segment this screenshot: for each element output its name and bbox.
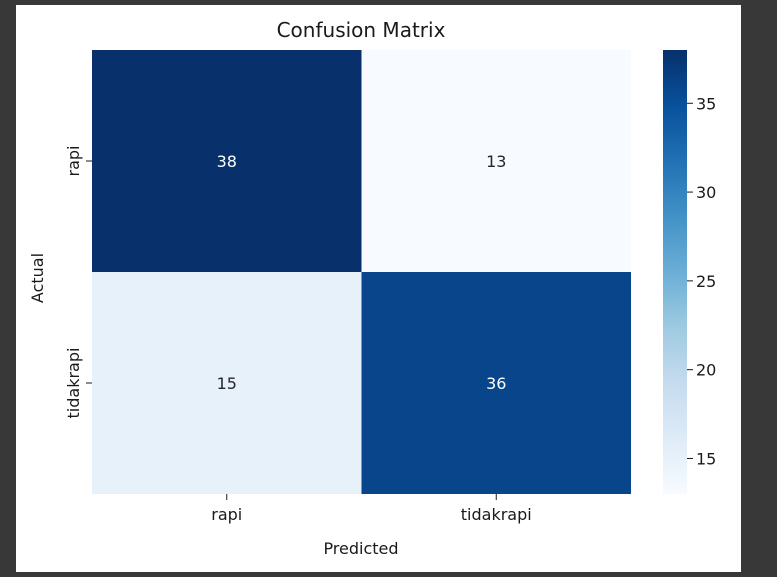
colorbar-tick-label: 15 xyxy=(696,449,716,468)
cell-value-label: 15 xyxy=(217,374,237,393)
colorbar-tick-label: 25 xyxy=(696,272,716,291)
y-axis-label: Actual xyxy=(28,253,47,303)
heatmap-cell xyxy=(92,272,362,494)
x-tick-label: tidakrapi xyxy=(461,505,532,524)
cell-value-label: 13 xyxy=(486,152,506,171)
cell-value-label: 36 xyxy=(486,374,506,393)
heatmap-cell xyxy=(361,272,631,494)
colorbar-tick-label: 30 xyxy=(696,183,716,202)
colorbar-tick-label: 20 xyxy=(696,361,716,380)
x-axis-ticks: rapi tidakrapi xyxy=(211,494,532,524)
y-tick-label: rapi xyxy=(64,146,83,177)
colorbar-ticks: 15 20 25 30 35 xyxy=(687,94,716,468)
cell-value-label: 38 xyxy=(217,152,237,171)
heatmap-cell xyxy=(92,50,362,272)
y-tick-label: tidakrapi xyxy=(64,348,83,419)
x-tick-label: rapi xyxy=(211,505,242,524)
heatmap-annotations: 38 13 15 36 xyxy=(217,152,507,393)
heatmap-cells xyxy=(92,50,631,494)
colorbar xyxy=(663,50,687,494)
x-axis-label: Predicted xyxy=(323,539,398,558)
y-axis-ticks: rapi tidakrapi xyxy=(64,146,92,419)
heatmap-cell xyxy=(361,50,631,272)
colorbar-tick-label: 35 xyxy=(696,94,716,113)
figure-frame: Confusion Matrix 38 13 15 36 rapi tidakrapi … xyxy=(16,5,741,572)
chart-title: Confusion Matrix xyxy=(277,18,446,42)
